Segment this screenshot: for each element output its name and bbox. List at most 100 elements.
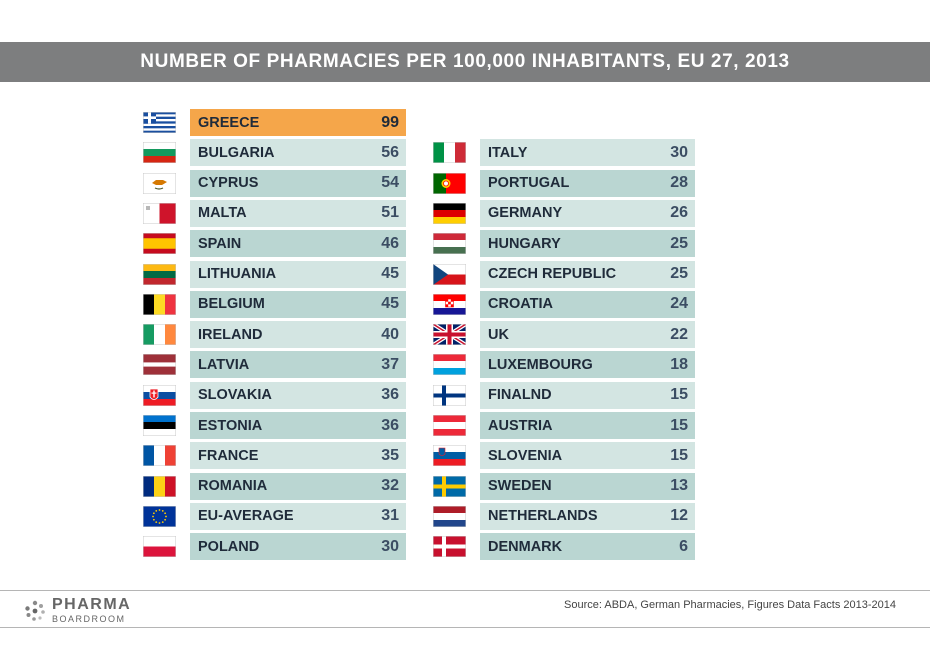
pharmacy-count: 46 — [381, 234, 399, 252]
pharmacy-count: 56 — [381, 143, 399, 161]
table-row: DENMARK 6 — [480, 533, 695, 561]
country-name: LITHUANIA — [198, 266, 277, 282]
romania-flag-icon — [143, 475, 176, 497]
pharmacy-count: 51 — [381, 204, 399, 222]
pharmacy-count: 12 — [670, 507, 688, 525]
table-row: LATVIA 37 — [190, 351, 406, 379]
lithuania-flag-icon — [143, 263, 176, 285]
country-name: GREECE — [198, 114, 260, 131]
pharmacy-count: 25 — [670, 234, 688, 252]
table-row: ROMANIA 32 — [190, 472, 406, 500]
table-row: CROATIA 24 — [480, 290, 695, 318]
pharmacy-count: 36 — [381, 416, 399, 434]
spain-flag-icon — [143, 233, 176, 255]
latvia-flag-icon — [143, 354, 176, 376]
pharmacy-count: 15 — [670, 386, 688, 404]
pharmacy-count: 31 — [381, 507, 399, 525]
pharmacy-count: 24 — [670, 295, 688, 313]
table-row: PORTUGAL 28 — [480, 169, 695, 197]
table-row: SWEDEN 13 — [480, 472, 695, 500]
table-row: SPAIN 46 — [190, 230, 406, 258]
country-name: EU-AVERAGE — [198, 508, 294, 525]
country-name: LUXEMBOURG — [488, 356, 593, 373]
chart-title: NUMBER OF PHARMACIES PER 100,000 INHABIT… — [0, 42, 930, 82]
czech-republic-flag-icon — [433, 263, 466, 285]
pharmacy-count: 37 — [381, 355, 399, 373]
table-row: FRANCE 35 — [190, 442, 406, 470]
country-name: GERMANY — [488, 205, 563, 222]
table-row: HUNGARY 25 — [480, 230, 695, 258]
country-name: IRELAND — [198, 326, 263, 343]
logo-dots-icon — [25, 600, 45, 621]
pharmacy-count: 30 — [670, 143, 688, 161]
croatia-flag-icon — [433, 293, 466, 315]
country-name: ITALY — [488, 144, 528, 161]
country-name: ESTONIA — [198, 417, 263, 434]
denmark-flag-icon — [433, 536, 466, 558]
luxembourg-flag-icon — [433, 354, 466, 376]
country-name: UK — [488, 326, 509, 343]
footer-divider-bottom — [0, 627, 930, 628]
france-flag-icon — [143, 445, 176, 467]
country-name: FINALND — [488, 387, 552, 404]
belgium-flag-icon — [143, 293, 176, 315]
slovenia-flag-icon — [433, 445, 466, 467]
country-name: POLAND — [198, 538, 260, 555]
table-row: ESTONIA 36 — [190, 412, 406, 439]
portugal-flag-icon — [433, 172, 466, 194]
table-row: LITHUANIA 45 — [190, 260, 406, 288]
country-name: ROMANIA — [198, 478, 268, 495]
greece-flag-icon — [143, 112, 176, 133]
country-name: HUNGARY — [488, 235, 561, 252]
table-row: IRELAND 40 — [190, 321, 406, 349]
netherlands-flag-icon — [433, 505, 466, 527]
table-row: CZECH REPUBLIC 25 — [480, 260, 695, 288]
sweden-flag-icon — [433, 475, 466, 497]
country-name: LATVIA — [198, 356, 250, 373]
uk-flag-icon — [433, 324, 466, 346]
table-row: UK 22 — [480, 321, 695, 349]
country-name: SWEDEN — [488, 478, 552, 495]
slovakia-flag-icon — [143, 384, 176, 406]
pharmacy-count: 30 — [381, 537, 399, 555]
country-name: BULGARIA — [198, 144, 275, 161]
ireland-flag-icon — [143, 324, 176, 346]
pharmacy-count: 54 — [381, 174, 399, 192]
country-name: AUSTRIA — [488, 417, 553, 434]
table-row: BELGIUM 45 — [190, 290, 406, 318]
country-name: SPAIN — [198, 235, 242, 252]
country-name: DENMARK — [488, 538, 563, 555]
country-name: MALTA — [198, 205, 247, 222]
country-name: PORTUGAL — [488, 175, 570, 192]
hungary-flag-icon — [433, 233, 466, 255]
pharmacy-count: 18 — [670, 355, 688, 373]
country-name: CROATIA — [488, 296, 553, 313]
austria-flag-icon — [433, 415, 466, 436]
country-name: NETHERLANDS — [488, 508, 598, 525]
germany-flag-icon — [433, 202, 466, 224]
pharmacy-count: 99 — [381, 113, 399, 131]
table-row: AUSTRIA 15 — [480, 412, 695, 439]
footer-divider-top — [0, 590, 930, 591]
table-row: EU-AVERAGE 31 — [190, 502, 406, 530]
country-name: SLOVAKIA — [198, 387, 272, 404]
table-row: BULGARIA 56 — [190, 139, 406, 167]
pharmacy-count: 13 — [670, 477, 688, 495]
pharmacy-count: 28 — [670, 174, 688, 192]
cyprus-flag-icon — [143, 172, 176, 194]
table-row: SLOVENIA 15 — [480, 442, 695, 470]
pharmacy-count: 15 — [670, 446, 688, 464]
logo-main-text: PHARMA — [52, 596, 132, 613]
pharmacy-count: 45 — [381, 295, 399, 313]
table-row: FINALND 15 — [480, 381, 695, 409]
table-row: GREECE 99 — [190, 109, 406, 136]
table-row: LUXEMBOURG 18 — [480, 351, 695, 379]
pharmacy-count: 15 — [670, 416, 688, 434]
pharmacy-count: 22 — [670, 325, 688, 343]
pharmaboardroom-logo: PHARMA BOARDROOM — [24, 597, 131, 624]
pharmacy-count: 32 — [381, 477, 399, 495]
finland-flag-icon — [433, 384, 466, 406]
pharmacy-count: 40 — [381, 325, 399, 343]
logo-sub-text: BOARDROOM — [52, 614, 126, 624]
pharmacy-count: 25 — [670, 265, 688, 282]
